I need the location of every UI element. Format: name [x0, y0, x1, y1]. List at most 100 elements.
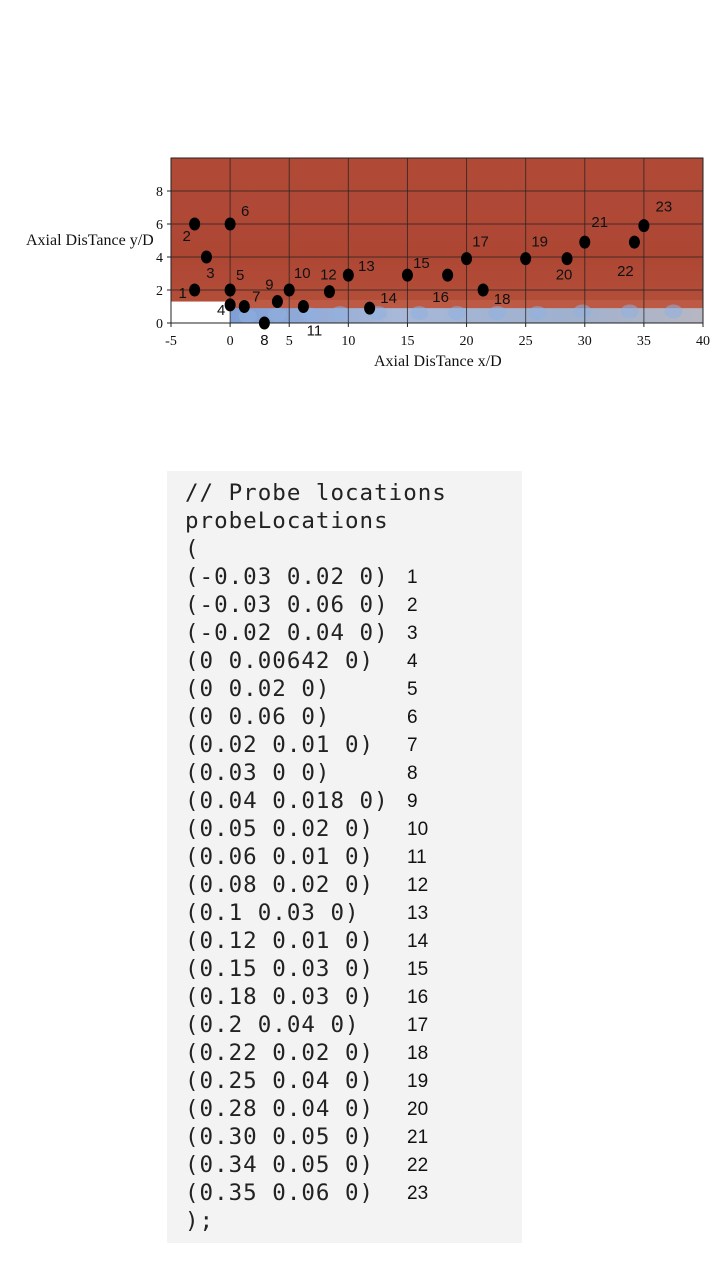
y-tick-label: 0 [156, 317, 163, 332]
x-tick-label: 5 [286, 334, 293, 349]
y-tick-label: 6 [156, 218, 163, 233]
code-line: (0.15 0.03 0) [185, 956, 375, 982]
probe-point [579, 235, 591, 249]
y-tick-label: 8 [156, 185, 163, 200]
probe-index-label: 21 [407, 1127, 429, 1148]
probe-label: 6 [241, 203, 249, 220]
code-line: (0.03 0 0) [185, 760, 331, 786]
code-line: (0 0.00642 0) [185, 648, 375, 674]
probe-label: 14 [380, 290, 397, 307]
probe-index-label: 23 [407, 1183, 429, 1204]
code-line: (0 0.02 0) [185, 676, 331, 702]
probe-point [342, 268, 354, 282]
probe-point [520, 252, 532, 266]
probe-point [461, 252, 473, 266]
probe-label: 23 [656, 199, 673, 216]
code-line: (0.08 0.02 0) [185, 872, 375, 898]
code-line: (0.25 0.04 0) [185, 1068, 375, 1094]
x-tick-label: 15 [400, 334, 414, 349]
code-line: (0.35 0.06 0) [185, 1180, 375, 1206]
probe-point [628, 235, 640, 249]
probe-label: 8 [260, 332, 268, 349]
code-line: (0.12 0.01 0) [185, 928, 375, 954]
probe-index-label: 18 [407, 1043, 429, 1064]
probe-label: 10 [294, 265, 311, 282]
probe-label: 1 [178, 285, 186, 302]
probe-index-label: 1 [407, 567, 418, 588]
code-line: // Probe locations [185, 480, 447, 506]
probe-label: 2 [182, 228, 190, 245]
code-line: probeLocations [185, 508, 389, 534]
probe-point [224, 298, 236, 312]
vortex-blob [410, 306, 429, 321]
probe-point [477, 283, 489, 297]
probe-index-label: 16 [407, 987, 429, 1008]
vortex-blob [573, 304, 592, 319]
probe-label: 9 [265, 277, 273, 294]
probe-index-label: 19 [407, 1071, 429, 1092]
probe-index-label: 22 [407, 1155, 429, 1176]
probe-index-label: 3 [407, 623, 418, 644]
vortex-blob [268, 307, 287, 322]
code-line: (0.30 0.05 0) [185, 1124, 375, 1150]
probe-label: 20 [556, 267, 573, 284]
probe-label: 15 [413, 255, 430, 272]
y-tick-label: 2 [156, 284, 163, 299]
probe-label: 19 [531, 234, 548, 251]
probe-label: 17 [472, 234, 489, 251]
code-line: (-0.02 0.04 0) [185, 620, 389, 646]
probe-point [283, 283, 295, 297]
code-line: (-0.03 0.06 0) [185, 592, 389, 618]
probe-point [271, 295, 283, 309]
x-tick-label: 25 [519, 334, 533, 349]
code-line: (0.28 0.04 0) [185, 1096, 375, 1122]
probe-point [638, 219, 650, 233]
probe-label: 7 [252, 289, 260, 306]
x-tick-label: 20 [460, 334, 474, 349]
code-line: ); [185, 1208, 215, 1234]
probe-point [189, 217, 201, 231]
probe-point [442, 268, 454, 282]
x-tick-label: 35 [637, 334, 651, 349]
probe-index-label: 14 [407, 931, 429, 952]
probe-index-label: 4 [407, 651, 418, 672]
probe-point [364, 301, 376, 315]
vortex-blob [331, 306, 350, 321]
vortex-blob [488, 306, 507, 321]
code-line: (0.34 0.05 0) [185, 1152, 375, 1178]
probe-index-label: 5 [407, 679, 418, 700]
probe-index-label: 11 [407, 847, 427, 868]
probe-index-label: 17 [407, 1015, 429, 1036]
probe-index-label: 7 [407, 735, 418, 756]
probe-point [258, 316, 270, 330]
probe-label: 5 [236, 267, 244, 284]
code-line: (0.2 0.04 0) [185, 1012, 360, 1038]
x-tick-label: 10 [341, 334, 355, 349]
probe-point [200, 250, 212, 264]
code-line: (0.05 0.02 0) [185, 816, 375, 842]
vortex-blob [448, 306, 467, 321]
code-line: (0 0.06 0) [185, 704, 331, 730]
probe-index-label: 20 [407, 1099, 429, 1120]
x-tick-label: 0 [227, 334, 234, 349]
probe-index-label: 9 [407, 791, 418, 812]
code-line: (0.02 0.01 0) [185, 732, 375, 758]
y-axis-title: Axial DisTance y/D [26, 232, 154, 249]
inlet-pipe [171, 301, 231, 323]
code-line: (0.1 0.03 0) [185, 900, 360, 926]
x-tick-label: 30 [578, 334, 592, 349]
probe-label: 11 [307, 323, 323, 340]
vortex-blob [620, 304, 639, 319]
code-line: (0.06 0.01 0) [185, 844, 375, 870]
probe-point [224, 217, 236, 231]
x-tick-label: 40 [696, 334, 710, 349]
probe-label: 16 [432, 289, 449, 306]
flow-field [171, 158, 703, 323]
probe-index-label: 10 [407, 819, 429, 840]
probe-point [323, 285, 335, 299]
probe-location-figure: -5 0 5 10 15 20 25 30 35 40 0 2 4 6 8 1 2 3 4 5 6 7 8 9 10 11 12 13… [0, 0, 720, 400]
probe-point [224, 283, 236, 297]
x-tick-label: -5 [165, 334, 177, 349]
probe-label: 12 [320, 267, 337, 284]
probe-label: 4 [217, 302, 225, 319]
